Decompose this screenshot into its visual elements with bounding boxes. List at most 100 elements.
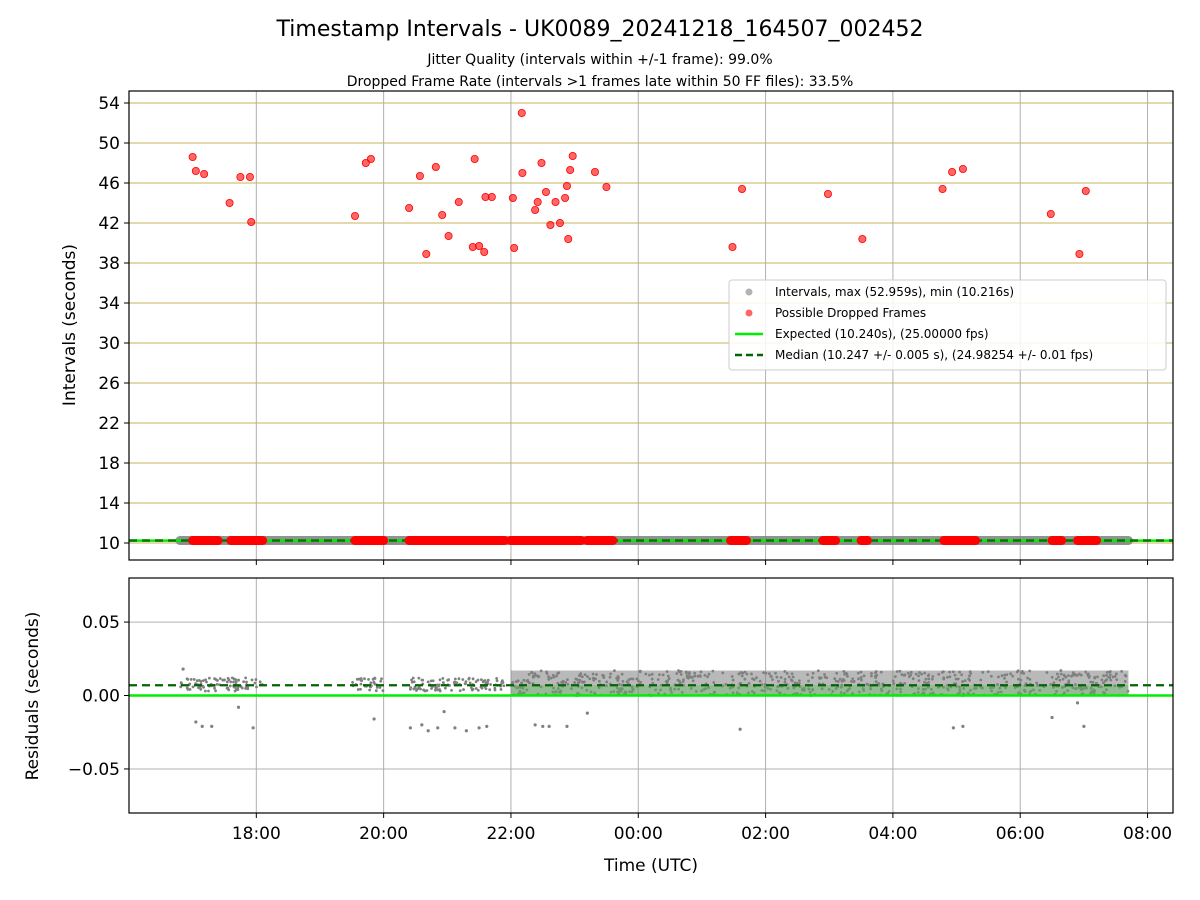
residual-point [380, 677, 383, 681]
residual-point [769, 675, 773, 678]
intervals-y-tick-label: 38 [98, 254, 120, 274]
residual-point [740, 674, 744, 678]
residual-point [580, 675, 584, 679]
residual-point [869, 687, 873, 691]
residual-outlier-point [372, 717, 376, 721]
residual-point [906, 671, 910, 675]
legend-label-intervals: Intervals, max (52.959s), min (10.216s) [775, 285, 1014, 299]
residual-point [539, 669, 543, 673]
residual-point [359, 687, 362, 691]
residual-point [684, 670, 688, 674]
residual-point [639, 680, 642, 684]
residual-point [1045, 671, 1049, 674]
residual-point [531, 675, 535, 679]
residual-point [792, 686, 796, 690]
residual-point [373, 677, 377, 680]
residual-point [368, 688, 372, 692]
chart-subtitle-dropped: Dropped Frame Rate (intervals >1 frames … [347, 74, 854, 90]
residual-point [1029, 689, 1033, 693]
residual-point [242, 680, 246, 684]
residual-point [962, 686, 966, 690]
residual-point [848, 687, 851, 691]
residual-point [721, 671, 725, 675]
residual-point [842, 691, 846, 695]
residual-outlier-point [210, 724, 214, 728]
residual-point [495, 679, 499, 683]
residual-point [941, 670, 945, 674]
residual-point [605, 684, 608, 688]
intervals-y-tick-label: 54 [98, 94, 120, 114]
residual-point [433, 688, 437, 692]
residual-point [924, 687, 927, 691]
residual-point [775, 675, 779, 679]
residual-point [583, 680, 586, 684]
residual-point [1085, 686, 1088, 690]
residual-point [960, 673, 964, 677]
dropped-frame-point [1075, 249, 1084, 258]
residual-point [783, 670, 787, 673]
residual-point [1076, 674, 1079, 677]
residual-point [767, 672, 771, 676]
residual-point [968, 670, 972, 674]
residual-point [461, 678, 465, 681]
residual-point [961, 680, 964, 683]
residual-point [951, 670, 955, 674]
residual-point [887, 689, 891, 693]
residual-point [374, 689, 378, 693]
residual-point [522, 678, 526, 682]
residual-point [628, 690, 632, 694]
residual-point [437, 683, 441, 687]
residual-point [656, 678, 660, 681]
dropped-frame-point [938, 184, 947, 193]
residual-point [743, 670, 747, 674]
residual-point [807, 687, 811, 691]
residual-point [779, 676, 783, 679]
residual-point [191, 685, 195, 689]
residual-point [707, 672, 711, 676]
residual-point [561, 681, 565, 685]
residual-point [745, 672, 749, 676]
residual-point [429, 679, 433, 683]
residual-point [923, 671, 927, 675]
residual-point [458, 689, 462, 693]
residual-point [1078, 686, 1082, 690]
dropped-frame-point [438, 210, 447, 219]
x-tick-label: 00:00 [614, 824, 663, 844]
residual-point [228, 684, 232, 688]
residual-point [612, 690, 616, 693]
residual-point [234, 680, 238, 684]
residual-point [678, 670, 681, 674]
residual-point [942, 685, 945, 689]
dropped-frame-point [533, 197, 542, 206]
residual-point [839, 691, 843, 694]
dropped-frame-point [518, 168, 527, 177]
residual-point [763, 683, 767, 686]
residual-point [681, 680, 685, 683]
residuals-axes-frame [128, 577, 1174, 814]
dropped-frame-point [517, 109, 526, 118]
residual-point [207, 676, 211, 680]
intervals-y-tick-label: 30 [98, 334, 120, 354]
residual-point [367, 677, 370, 681]
residual-point [626, 682, 630, 685]
residual-point [760, 683, 764, 686]
residual-point [1118, 685, 1122, 689]
chart-title: Timestamp Intervals - UK0089_20241218_16… [276, 17, 924, 42]
residual-point [903, 682, 907, 685]
dropped-frame-point [188, 152, 197, 161]
residual-point [627, 678, 631, 682]
residual-point [1103, 679, 1107, 683]
residual-point [1108, 673, 1112, 677]
residual-point [375, 686, 379, 689]
residual-point [597, 679, 601, 683]
dropped-frame-point [602, 182, 611, 191]
intervals-y-tick-label: 22 [98, 414, 120, 434]
residual-point [783, 677, 787, 681]
residual-point [511, 681, 515, 684]
residual-point [707, 686, 711, 690]
residual-point [981, 670, 985, 674]
x-tick-label: 08:00 [1123, 824, 1172, 844]
residual-point [585, 688, 589, 692]
residual-point [739, 671, 743, 674]
residual-point [580, 686, 584, 690]
